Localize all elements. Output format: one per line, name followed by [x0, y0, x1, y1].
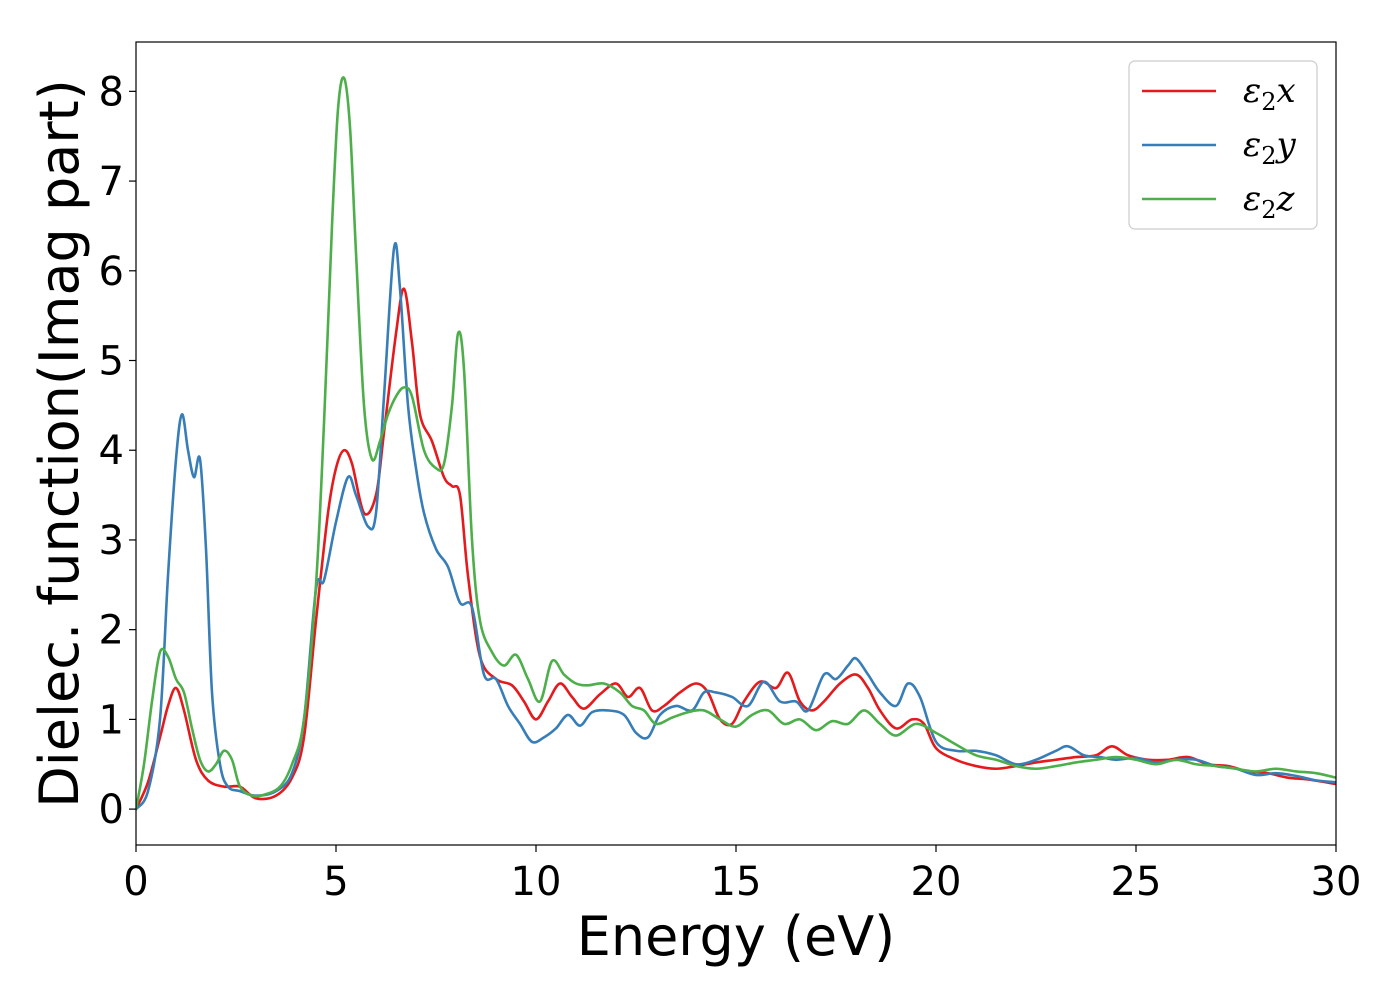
x-tick-label: 5 — [323, 859, 348, 905]
y-axis-title: Dielec. function(Imag part) — [28, 79, 91, 808]
y-tick-label: 0 — [99, 787, 124, 833]
legend-box — [1128, 60, 1318, 230]
y-tick-label: 5 — [99, 339, 124, 385]
y-tick-label: 3 — [99, 518, 124, 564]
legend-label-x: ε2x — [1243, 71, 1296, 116]
y-tick-label: 4 — [99, 428, 124, 474]
y-tick-label: 8 — [99, 69, 124, 115]
y-tick-label: 2 — [99, 608, 124, 654]
y-tick-label: 7 — [99, 159, 124, 205]
x-tick-label: 10 — [511, 859, 562, 905]
series-line-y — [136, 241, 1336, 811]
series-line-z — [136, 76, 1336, 811]
y-tick-label: 1 — [99, 697, 124, 743]
legend: ε2x ε2y ε2z — [1128, 60, 1318, 230]
series-layer — [136, 76, 1336, 811]
x-tick-label: 25 — [1111, 859, 1162, 905]
x-tick-label: 20 — [911, 859, 962, 905]
series-line-x — [136, 287, 1336, 811]
x-tick-label: 15 — [711, 859, 762, 905]
x-axis: 0 5 10 15 20 25 30 — [123, 845, 1361, 905]
legend-label-y: ε2y — [1243, 125, 1297, 170]
y-tick-label: 6 — [99, 249, 124, 295]
legend-label-z: ε2z — [1243, 179, 1296, 224]
x-tick-label: 30 — [1311, 859, 1362, 905]
y-axis: 0 1 2 3 4 5 6 7 8 — [99, 69, 136, 833]
x-axis-title: Energy (eV) — [577, 905, 896, 968]
x-tick-label: 0 — [123, 859, 148, 905]
